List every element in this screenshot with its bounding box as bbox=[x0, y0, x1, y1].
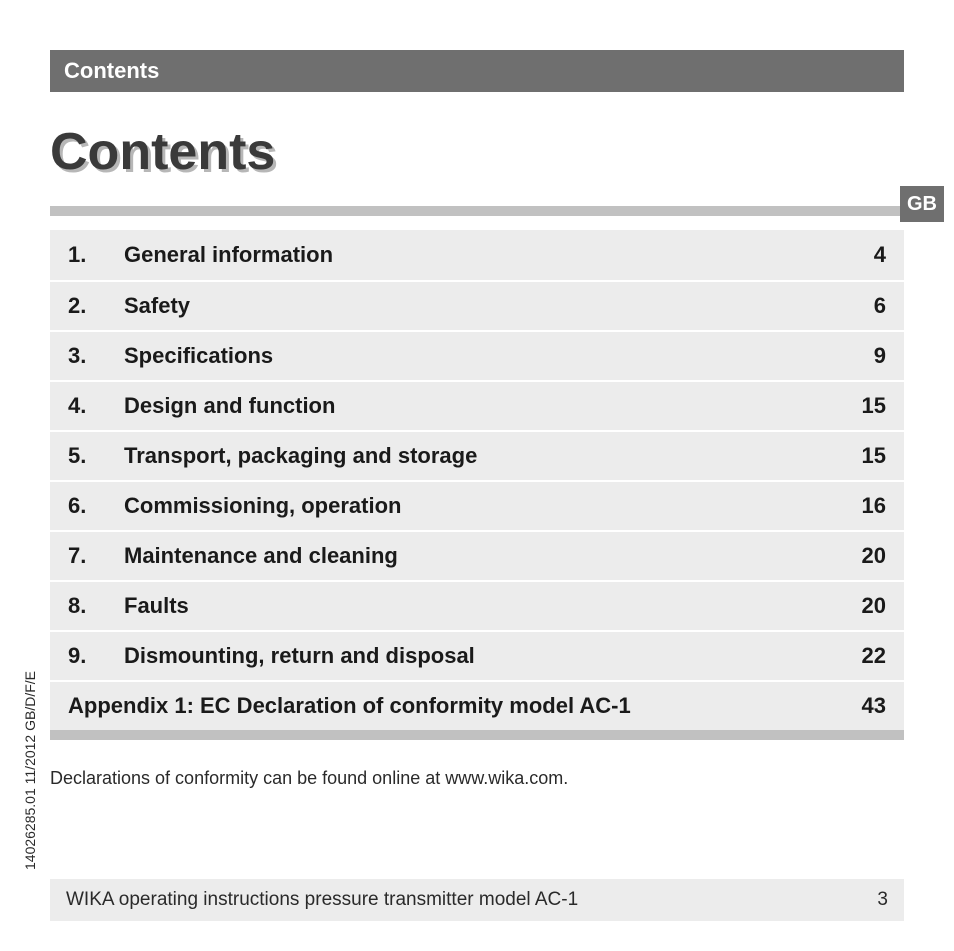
footer-page-number: 3 bbox=[877, 889, 888, 911]
toc-row[interactable]: 6. Commissioning, operation 16 bbox=[50, 480, 904, 530]
toc-title: Transport, packaging and storage bbox=[124, 443, 846, 469]
toc-number: 8. bbox=[68, 593, 124, 619]
toc-page: 9 bbox=[846, 343, 886, 369]
toc-row[interactable]: 8. Faults 20 bbox=[50, 580, 904, 630]
toc-row[interactable]: 4. Design and function 15 bbox=[50, 380, 904, 430]
toc-page: 20 bbox=[846, 543, 886, 569]
toc-page: 4 bbox=[846, 242, 886, 268]
conformity-note: Declarations of conformity can be found … bbox=[50, 768, 904, 789]
toc-number: 1. bbox=[68, 242, 124, 268]
language-tab[interactable]: GB bbox=[900, 186, 944, 222]
toc-number: 2. bbox=[68, 293, 124, 319]
toc-number: 4. bbox=[68, 393, 124, 419]
divider-bottom bbox=[50, 730, 904, 740]
toc-page: 43 bbox=[846, 693, 886, 719]
toc-row[interactable]: 3. Specifications 9 bbox=[50, 330, 904, 380]
toc-page: 22 bbox=[846, 643, 886, 669]
toc-row[interactable]: 7. Maintenance and cleaning 20 bbox=[50, 530, 904, 580]
toc-row-appendix[interactable]: Appendix 1: EC Declaration of conformity… bbox=[50, 680, 904, 730]
document-page: Contents Contents Contents 1. General in… bbox=[0, 0, 954, 951]
document-code-vertical: 14026285.01 11/2012 GB/D/F/E bbox=[22, 671, 38, 870]
section-header-label: Contents bbox=[64, 58, 159, 83]
toc-title: Faults bbox=[124, 593, 846, 619]
toc-title: Maintenance and cleaning bbox=[124, 543, 846, 569]
footer-text: WIKA operating instructions pressure tra… bbox=[66, 889, 578, 911]
toc-number: 3. bbox=[68, 343, 124, 369]
toc-page: 6 bbox=[846, 293, 886, 319]
language-tab-label: GB bbox=[907, 193, 937, 216]
page-footer: WIKA operating instructions pressure tra… bbox=[50, 879, 904, 921]
toc-title: Appendix 1: EC Declaration of conformity… bbox=[68, 693, 846, 719]
toc-number: 7. bbox=[68, 543, 124, 569]
toc-number: 6. bbox=[68, 493, 124, 519]
toc-page: 15 bbox=[846, 393, 886, 419]
toc-row[interactable]: 2. Safety 6 bbox=[50, 280, 904, 330]
toc-title: Dismounting, return and disposal bbox=[124, 643, 846, 669]
table-of-contents: 1. General information 4 2. Safety 6 3. … bbox=[50, 230, 904, 730]
toc-title: Design and function bbox=[124, 393, 846, 419]
toc-title: General information bbox=[124, 242, 846, 268]
toc-row[interactable]: 1. General information 4 bbox=[50, 230, 904, 280]
toc-title: Commissioning, operation bbox=[124, 493, 846, 519]
page-title-text: Contents bbox=[50, 122, 275, 182]
toc-page: 16 bbox=[846, 493, 886, 519]
toc-title: Safety bbox=[124, 293, 846, 319]
toc-number: 5. bbox=[68, 443, 124, 469]
toc-row[interactable]: 9. Dismounting, return and disposal 22 bbox=[50, 630, 904, 680]
divider-top bbox=[50, 206, 904, 216]
section-header-bar: Contents bbox=[50, 50, 904, 92]
toc-row[interactable]: 5. Transport, packaging and storage 15 bbox=[50, 430, 904, 480]
page-title: Contents Contents bbox=[50, 122, 904, 182]
toc-title: Specifications bbox=[124, 343, 846, 369]
toc-page: 15 bbox=[846, 443, 886, 469]
toc-number: 9. bbox=[68, 643, 124, 669]
toc-page: 20 bbox=[846, 593, 886, 619]
